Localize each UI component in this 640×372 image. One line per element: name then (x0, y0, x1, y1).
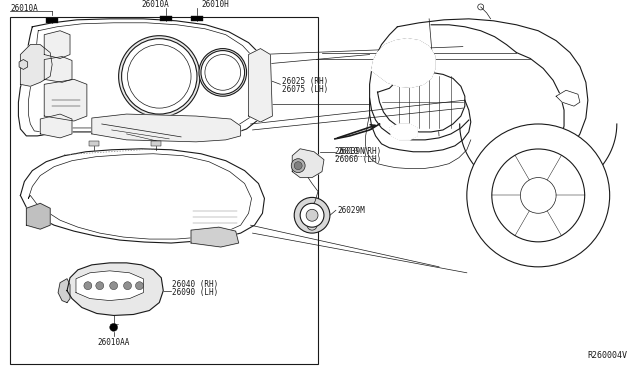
Circle shape (84, 282, 92, 290)
Circle shape (122, 39, 197, 114)
Polygon shape (390, 124, 417, 140)
Circle shape (294, 162, 302, 170)
Bar (46, 18, 58, 23)
Circle shape (199, 49, 246, 96)
Text: 26010H: 26010H (201, 0, 228, 9)
Circle shape (109, 323, 118, 331)
Polygon shape (26, 203, 50, 229)
Polygon shape (372, 39, 435, 87)
Bar (160, 16, 172, 21)
Polygon shape (191, 227, 239, 247)
Polygon shape (76, 271, 143, 301)
Circle shape (467, 124, 610, 267)
Text: R260004V: R260004V (588, 351, 628, 360)
Circle shape (294, 198, 330, 233)
Bar (10, 17, 318, 364)
Polygon shape (19, 19, 270, 139)
Circle shape (109, 282, 118, 290)
Polygon shape (20, 149, 264, 243)
Circle shape (96, 282, 104, 290)
Text: 26010A: 26010A (141, 0, 169, 9)
Text: 26025 (RH): 26025 (RH) (282, 77, 328, 86)
Circle shape (300, 203, 324, 227)
Polygon shape (92, 114, 241, 142)
Text: 26010A: 26010A (10, 4, 38, 13)
Polygon shape (20, 45, 52, 86)
Polygon shape (44, 57, 72, 82)
Text: 26040 (RH): 26040 (RH) (172, 280, 218, 289)
Polygon shape (556, 90, 580, 106)
Circle shape (201, 51, 244, 94)
Circle shape (306, 209, 318, 221)
Polygon shape (67, 263, 163, 315)
Circle shape (291, 159, 305, 173)
Circle shape (136, 282, 143, 290)
Polygon shape (58, 279, 70, 302)
Polygon shape (292, 149, 324, 177)
Text: 26060 (LH): 26060 (LH) (335, 155, 381, 164)
Bar (191, 16, 203, 21)
Bar (89, 141, 99, 146)
Text: 26010 (RH): 26010 (RH) (335, 147, 381, 156)
Polygon shape (40, 114, 72, 138)
Circle shape (124, 282, 131, 290)
Text: 26010AA: 26010AA (98, 338, 130, 347)
Text: 26039N: 26039N (338, 147, 365, 156)
Bar (151, 141, 161, 146)
Circle shape (118, 36, 200, 117)
Text: 26090 (LH): 26090 (LH) (172, 288, 218, 297)
Polygon shape (378, 73, 465, 132)
Polygon shape (44, 79, 87, 121)
Polygon shape (44, 31, 70, 58)
Text: 26029M: 26029M (338, 206, 365, 215)
Polygon shape (248, 49, 273, 122)
Text: 26075 (LH): 26075 (LH) (282, 85, 328, 94)
